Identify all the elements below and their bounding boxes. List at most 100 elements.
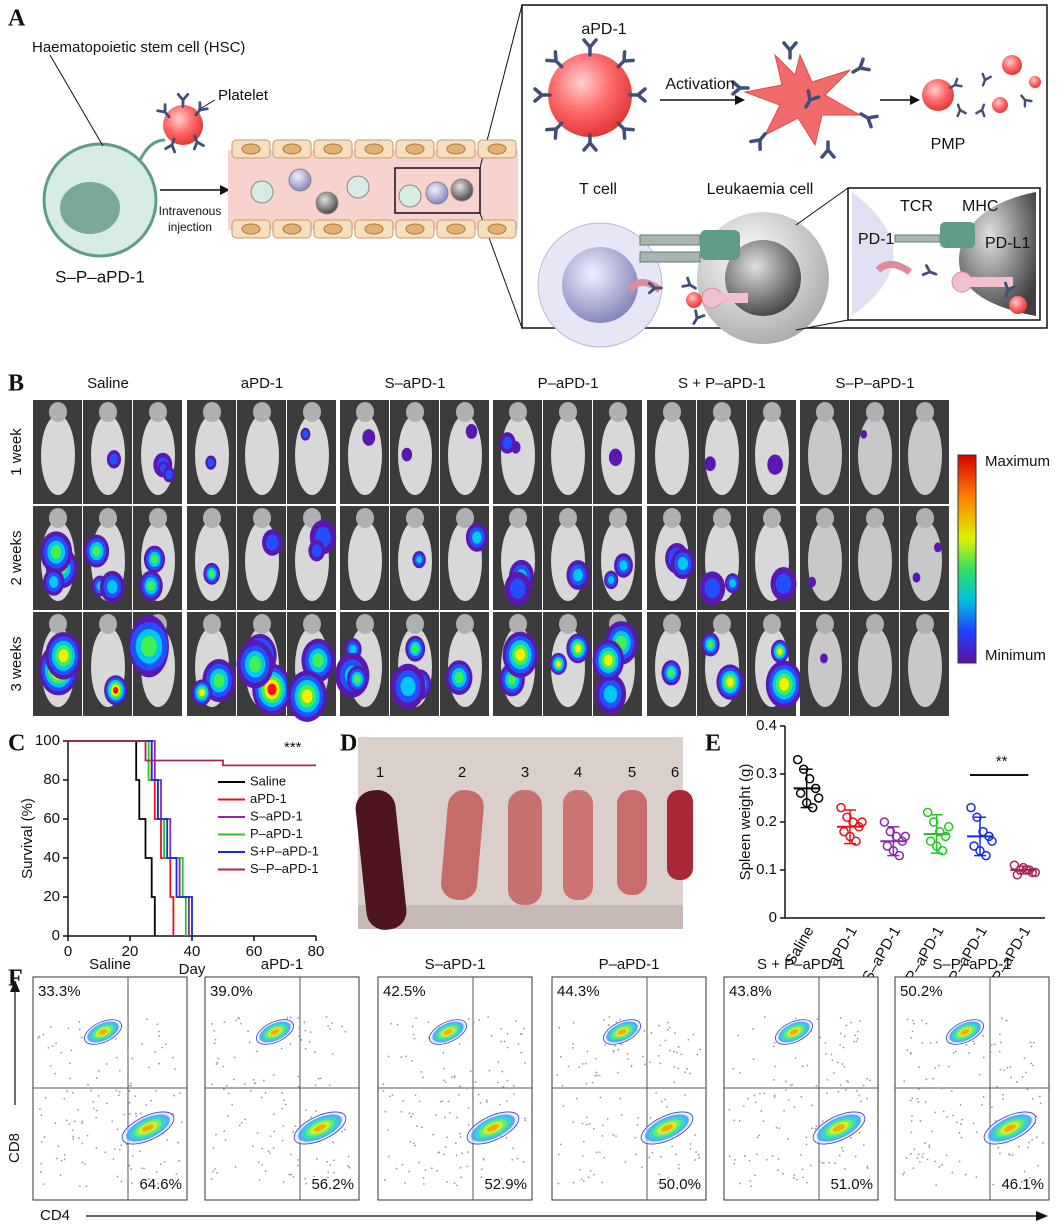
event [824, 1042, 827, 1044]
antibody [176, 92, 190, 108]
y-tick-label: 60 [43, 810, 60, 827]
antibody [731, 80, 750, 96]
event [862, 1144, 865, 1146]
event [799, 1154, 802, 1156]
antibody [616, 121, 635, 140]
event [733, 1158, 736, 1161]
event [959, 1123, 962, 1126]
event [432, 1133, 435, 1136]
antibody-shape [545, 121, 564, 140]
antibody-shape [176, 92, 190, 108]
event [596, 1074, 598, 1077]
event [758, 1092, 761, 1095]
event [994, 1119, 997, 1122]
event [918, 1066, 920, 1069]
event [115, 1037, 117, 1040]
event [63, 1154, 66, 1156]
event [584, 1062, 587, 1065]
sample-label: 6 [671, 764, 679, 781]
group-title: P–aPD-1 [599, 956, 660, 973]
event [586, 1123, 588, 1126]
event [465, 1087, 468, 1090]
event [111, 1120, 114, 1123]
mouse-head [609, 402, 627, 422]
event [671, 1145, 674, 1148]
event [800, 1095, 803, 1098]
mouse-head [713, 614, 731, 634]
event [620, 1043, 623, 1046]
event [1035, 1136, 1038, 1139]
event [819, 1036, 822, 1039]
antibody [859, 112, 879, 129]
event [972, 1122, 975, 1125]
event [347, 1155, 350, 1158]
event [384, 1179, 386, 1182]
event [396, 1023, 399, 1026]
event [223, 1021, 226, 1024]
event [830, 1053, 833, 1056]
event [557, 1182, 560, 1185]
event [996, 1085, 999, 1088]
event [281, 1107, 284, 1110]
event [388, 1095, 391, 1098]
data-point [792, 754, 803, 765]
signal [302, 430, 309, 439]
event [414, 1144, 416, 1147]
event [402, 1100, 405, 1102]
event [822, 1162, 825, 1165]
event [839, 1032, 842, 1035]
antibody-shape [921, 264, 938, 276]
sample-label: 2 [458, 764, 466, 781]
event [459, 1136, 462, 1138]
event [869, 1183, 872, 1186]
event [423, 1183, 425, 1185]
event [459, 1166, 462, 1169]
endothelial-nucleus [446, 223, 466, 235]
antibody-shape [194, 101, 209, 117]
event [673, 1050, 675, 1053]
event [909, 1052, 912, 1055]
event [929, 1042, 932, 1044]
event [348, 1166, 351, 1169]
event [305, 1109, 307, 1112]
antibody-shape [749, 132, 767, 151]
y-tick-label: 40 [43, 849, 60, 866]
event [444, 1116, 446, 1119]
event [150, 1099, 152, 1102]
event [178, 1092, 181, 1095]
signal [860, 430, 868, 439]
event [522, 1161, 525, 1163]
event [913, 1148, 916, 1151]
event [517, 1042, 520, 1045]
antibody [956, 103, 967, 118]
event [616, 1071, 619, 1074]
mouse-head [49, 402, 67, 422]
event [413, 1037, 416, 1040]
event [802, 1176, 804, 1179]
event [415, 1017, 417, 1019]
event [455, 1154, 458, 1157]
event [459, 1085, 462, 1088]
event [95, 1147, 98, 1149]
event [1005, 1019, 1008, 1022]
antibody [782, 41, 798, 60]
event [78, 1185, 81, 1188]
signal [707, 640, 714, 649]
signal [775, 573, 792, 594]
event [281, 1139, 284, 1142]
event [472, 1022, 475, 1024]
event [78, 1020, 81, 1023]
event [1031, 1097, 1034, 1100]
event [524, 1119, 527, 1122]
event [228, 1092, 230, 1095]
sample-label: 4 [574, 764, 582, 781]
spleen [617, 790, 647, 895]
mouse-head [149, 402, 167, 422]
event [260, 1096, 263, 1099]
signal [556, 660, 561, 667]
event [455, 1116, 458, 1119]
event [459, 1132, 461, 1135]
signal [820, 653, 828, 664]
t-cell-nucleus [562, 247, 638, 323]
mouse-head [816, 402, 834, 422]
